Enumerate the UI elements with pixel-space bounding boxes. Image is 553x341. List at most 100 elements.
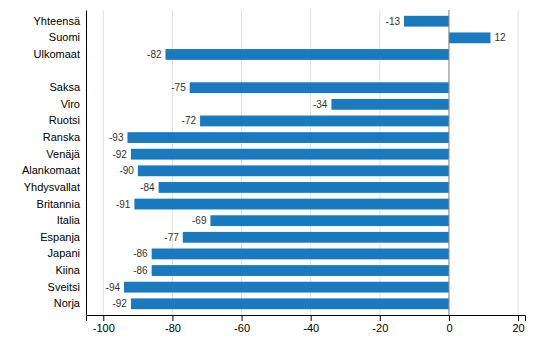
- y-tick: Yhteensä: [34, 15, 86, 27]
- bar: [404, 16, 449, 27]
- y-tick-label: Britannia: [37, 198, 81, 210]
- y-tick-label: Japani: [48, 247, 80, 259]
- data-label: -13: [386, 16, 401, 27]
- y-tick: Japani: [48, 247, 86, 259]
- bar: [127, 132, 448, 143]
- data-label: -93: [109, 132, 124, 143]
- y-tick: Ruotsi: [49, 114, 86, 126]
- y-tick: Espanja: [40, 231, 86, 243]
- y-tick-label: Viro: [61, 98, 80, 110]
- x-tick: -100: [93, 315, 115, 334]
- x-tick: -40: [303, 315, 319, 334]
- x-tick-mark: [103, 315, 104, 321]
- y-tick: Ranska: [43, 131, 86, 143]
- y-tick: Saksa: [49, 81, 86, 93]
- plot: -100 -80 -60 -40 -20 0 20 Norja Sveitsi Kiina Japa…: [22, 10, 526, 334]
- y-tick-label: Yhteensä: [34, 15, 81, 27]
- data-label: -84: [140, 182, 155, 193]
- x-tick-label: -80: [165, 322, 181, 334]
- x-tick-label: 20: [512, 322, 524, 334]
- x-tick-label: -20: [372, 322, 388, 334]
- zero-line: [448, 10, 449, 315]
- y-axis: Norja Sveitsi Kiina Japani Espanja Italia Brit…: [22, 11, 87, 316]
- bar: [449, 32, 490, 43]
- x-axis: -100 -80 -60 -40 -20 0 20: [87, 315, 526, 334]
- data-label: -77: [164, 232, 179, 243]
- bar: [124, 282, 449, 293]
- y-tick: Viro: [61, 98, 86, 110]
- data-label: -82: [147, 49, 162, 60]
- x-tick-mark: [449, 315, 450, 321]
- bar: [166, 49, 449, 60]
- data-labels: -92 -94 -86 -86 -77 -69 -91 -84 -90 -92 -93 -72 -34 -…: [106, 16, 506, 310]
- data-label: -69: [192, 215, 207, 226]
- y-tick: Italia: [57, 214, 86, 226]
- data-label: -86: [133, 248, 148, 259]
- bar: [183, 232, 449, 243]
- y-tick: Sveitsi: [48, 281, 86, 293]
- grid: [103, 10, 518, 315]
- y-tick-label: Ranska: [43, 131, 81, 143]
- x-tick: 20: [512, 315, 524, 334]
- y-tick: Alankomaat: [22, 164, 86, 176]
- x-tick-mark: [311, 315, 312, 321]
- y-tick: Yhdysvallat: [24, 181, 86, 193]
- data-label: -72: [182, 115, 197, 126]
- y-tick-label: Ulkomaat: [34, 48, 80, 60]
- y-tick-label: Saksa: [49, 81, 80, 93]
- bar: [138, 165, 449, 176]
- bars: [124, 16, 490, 309]
- bar: [331, 99, 449, 110]
- x-tick-mark: [380, 315, 381, 321]
- x-axis-line: [87, 316, 526, 322]
- x-tick-label: -100: [93, 322, 115, 334]
- data-label: -92: [112, 298, 127, 309]
- y-tick-label: Yhdysvallat: [24, 181, 80, 193]
- data-label: 12: [494, 32, 506, 43]
- data-label: -86: [133, 265, 148, 276]
- grid-line: [448, 10, 449, 315]
- bar: [190, 82, 449, 93]
- x-tick: -80: [165, 315, 181, 334]
- data-label: -34: [313, 99, 328, 110]
- x-tick: -20: [372, 315, 388, 334]
- y-tick-label: Venäjä: [46, 148, 81, 160]
- x-tick: -60: [234, 315, 250, 334]
- y-tick: Suomi: [49, 31, 86, 43]
- x-tick-label: -60: [234, 322, 250, 334]
- y-axis-line: [86, 11, 87, 316]
- x-tick-mark: [518, 315, 519, 321]
- chart: -100 -80 -60 -40 -20 0 20 Norja Sveitsi Kiina Japa…: [0, 0, 553, 341]
- y-tick: Norja: [54, 297, 86, 309]
- y-tick-label: Suomi: [49, 31, 80, 43]
- bar: [159, 182, 449, 193]
- y-tick: Venäjä: [46, 148, 86, 160]
- y-tick-label: Sveitsi: [48, 281, 80, 293]
- x-tick: 0: [446, 315, 452, 334]
- y-tick-label: Norja: [54, 297, 81, 309]
- bar: [152, 265, 449, 276]
- data-label: -94: [106, 282, 121, 293]
- bar: [210, 215, 449, 226]
- bar: [152, 249, 449, 260]
- y-tick-label: Alankomaat: [22, 164, 80, 176]
- y-tick-label: Kiina: [56, 264, 81, 276]
- bar: [131, 149, 449, 160]
- bar: [131, 298, 449, 309]
- y-tick-label: Ruotsi: [49, 114, 80, 126]
- data-label: -75: [171, 82, 186, 93]
- x-tick-label: -40: [303, 322, 319, 334]
- y-tick-label: Italia: [57, 214, 81, 226]
- y-tick: Ulkomaat: [34, 48, 86, 60]
- x-tick-mark: [242, 315, 243, 321]
- bar: [134, 199, 449, 210]
- grid-line: [103, 10, 104, 315]
- data-label: -90: [119, 165, 134, 176]
- data-label: -91: [116, 199, 131, 210]
- y-tick-label: Espanja: [40, 231, 81, 243]
- grid-line: [518, 10, 519, 315]
- y-tick: Britannia: [37, 198, 86, 210]
- data-label: -92: [112, 149, 127, 160]
- x-tick-label: 0: [446, 322, 452, 334]
- y-tick: Kiina: [56, 264, 86, 276]
